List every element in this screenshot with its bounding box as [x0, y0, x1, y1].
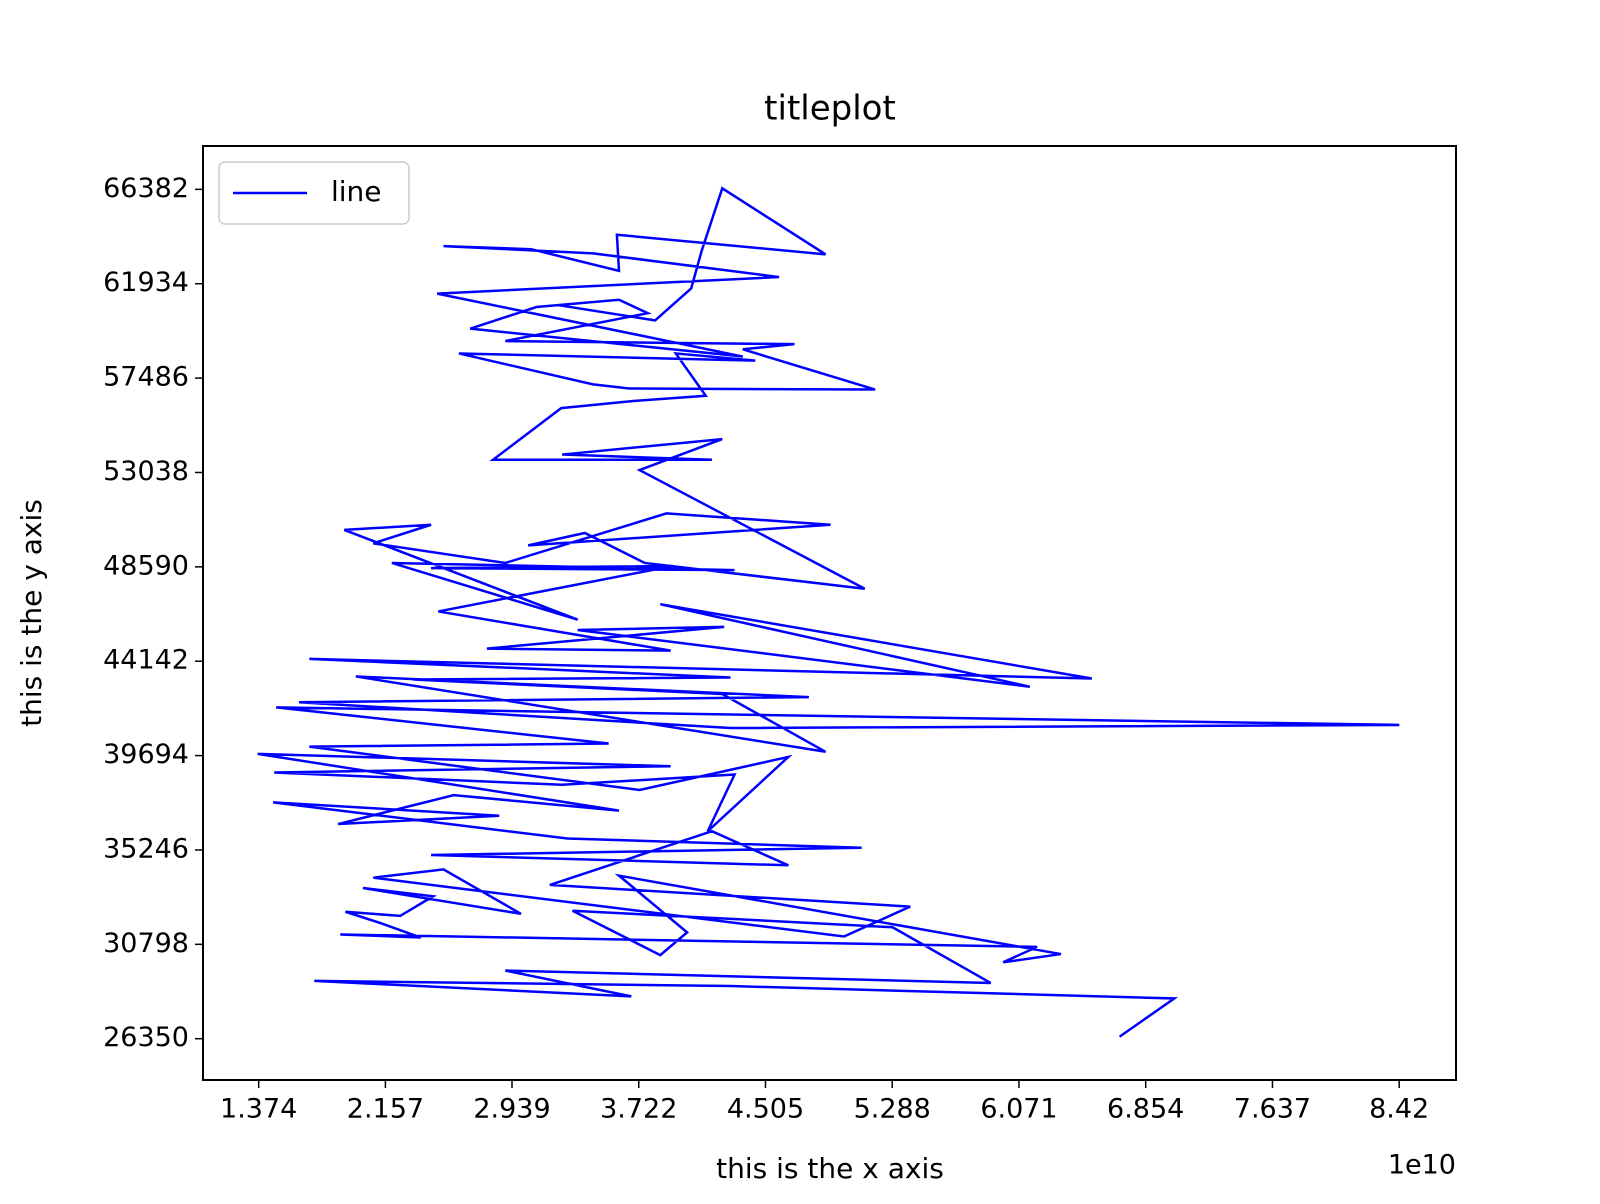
x-tick-label: 6.854 — [1107, 1094, 1184, 1125]
x-axis-label: this is the x axis — [716, 1152, 944, 1185]
axes-frame — [202, 145, 1457, 1081]
y-tick-label: 61934 — [103, 267, 189, 298]
x-tick-label: 2.939 — [473, 1094, 550, 1125]
y-tick-label: 53038 — [103, 456, 189, 487]
legend-box — [218, 161, 410, 225]
x-offset-label: 1e10 — [1388, 1150, 1456, 1181]
legend-label: line — [331, 175, 382, 208]
y-tick-label: 66382 — [103, 173, 189, 204]
x-tick-label: 6.071 — [980, 1094, 1057, 1125]
x-tick-label: 5.288 — [854, 1094, 931, 1125]
y-tick-label: 35246 — [103, 833, 189, 864]
y-tick-label: 48590 — [103, 550, 189, 581]
y-tick-label: 30798 — [103, 928, 189, 959]
y-tick-label: 44142 — [103, 645, 189, 676]
x-tick-label: 2.157 — [347, 1094, 424, 1125]
x-tick-label: 8.42 — [1369, 1094, 1429, 1125]
chart-title: titleplot — [764, 89, 896, 129]
y-tick-label: 57486 — [103, 362, 189, 393]
x-tick-label: 7.637 — [1234, 1094, 1311, 1125]
y-axis-label: this is the y axis — [15, 499, 48, 727]
data-line — [257, 186, 1400, 1038]
y-tick-label: 26350 — [103, 1022, 189, 1053]
x-tick-label: 4.505 — [727, 1094, 804, 1125]
x-tick-label: 1.374 — [220, 1094, 297, 1125]
y-tick-label: 39694 — [103, 739, 189, 770]
x-tick-label: 3.722 — [600, 1094, 677, 1125]
